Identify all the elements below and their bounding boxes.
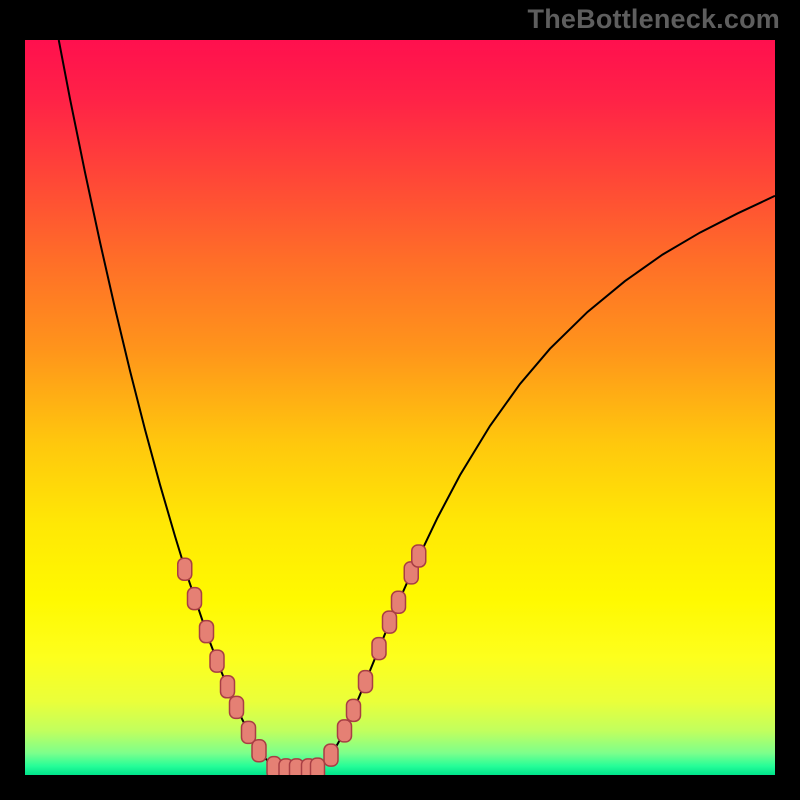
data-marker (221, 676, 235, 698)
data-marker (412, 545, 426, 567)
data-marker (311, 758, 325, 780)
data-marker (383, 611, 397, 633)
data-marker (230, 696, 244, 718)
data-marker (324, 744, 338, 766)
data-marker (178, 558, 192, 580)
watermark-text: TheBottleneck.com (528, 4, 780, 35)
data-marker (252, 740, 266, 762)
data-marker (359, 671, 373, 693)
data-marker (188, 588, 202, 610)
data-marker (210, 650, 224, 672)
data-marker (347, 699, 361, 721)
bottleneck-curve-chart (0, 0, 800, 800)
data-marker (200, 621, 214, 643)
data-marker (338, 720, 352, 742)
chart-frame: TheBottleneck.com (0, 0, 800, 800)
data-marker (242, 721, 256, 743)
plot-background (25, 40, 775, 775)
data-marker (372, 638, 386, 660)
data-marker (392, 591, 406, 613)
